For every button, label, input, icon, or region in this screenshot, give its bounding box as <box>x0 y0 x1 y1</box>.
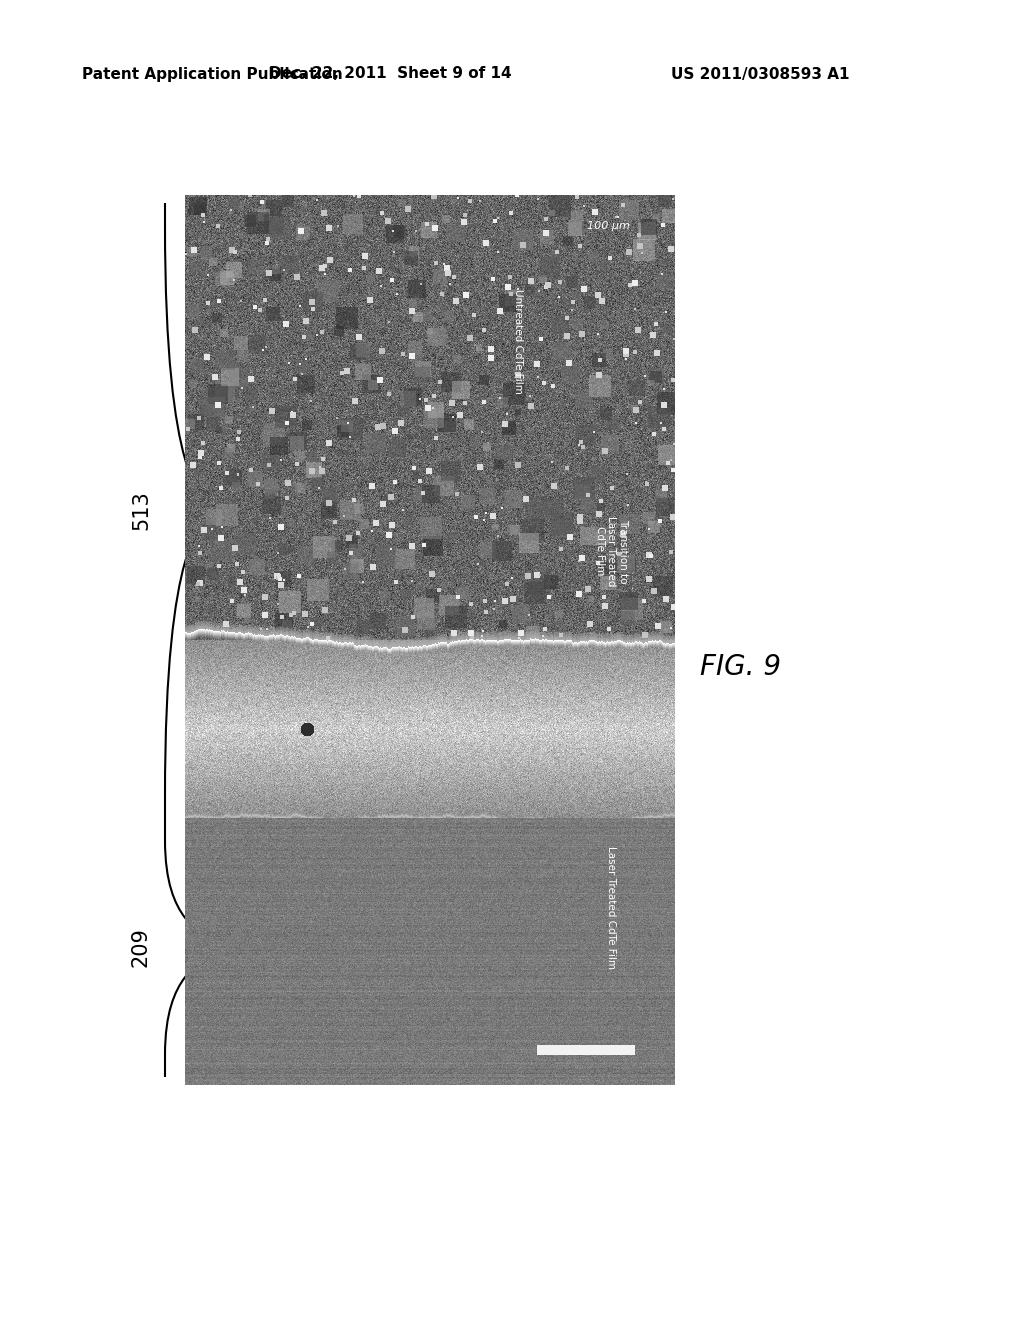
Text: FIG. 9: FIG. 9 <box>699 652 780 681</box>
Text: 513: 513 <box>131 491 151 531</box>
Text: Untreated CdTe Film: Untreated CdTe Film <box>513 289 523 395</box>
Text: Laser Treated CdTe Film: Laser Treated CdTe Film <box>606 846 616 969</box>
Text: 209: 209 <box>131 928 151 968</box>
Text: Transition to
Laser Treated
CdTe Film: Transition to Laser Treated CdTe Film <box>595 516 628 586</box>
Text: 100 μm: 100 μm <box>588 222 631 231</box>
Text: Patent Application Publication: Patent Application Publication <box>82 66 343 82</box>
Text: US 2011/0308593 A1: US 2011/0308593 A1 <box>671 66 849 82</box>
Text: Dec. 22, 2011  Sheet 9 of 14: Dec. 22, 2011 Sheet 9 of 14 <box>268 66 511 82</box>
